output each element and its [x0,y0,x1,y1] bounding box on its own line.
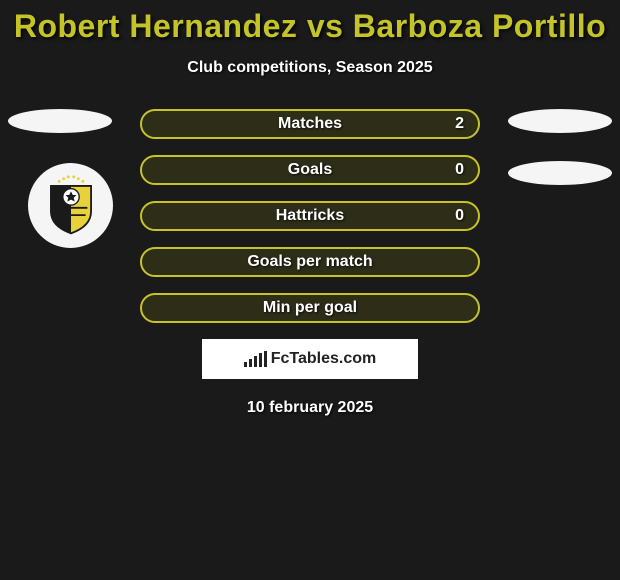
stat-row: Matches2 [140,109,480,139]
player-left-placeholder [8,109,112,133]
player-right-placeholder-1 [508,109,612,133]
shield-icon [43,175,99,237]
stat-label: Goals [142,161,478,179]
date-text: 10 february 2025 [0,399,620,417]
bars-icon [244,351,267,367]
watermark: FcTables.com [202,339,418,379]
stat-value-right: 0 [455,161,464,179]
comparison-title: Robert Hernandez vs Barboza Portillo [0,0,620,45]
club-badge [28,163,113,248]
stat-value-right: 0 [455,207,464,225]
stat-label: Hattricks [142,207,478,225]
stat-label: Min per goal [142,299,478,317]
player-right-placeholder-2 [508,161,612,185]
stat-label: Goals per match [142,253,478,271]
stat-row: Hattricks0 [140,201,480,231]
stat-row: Goals0 [140,155,480,185]
stat-value-right: 2 [455,115,464,133]
stat-label: Matches [142,115,478,133]
stat-row: Min per goal [140,293,480,323]
watermark-text: FcTables.com [271,350,377,368]
stats-area: Matches2Goals0Hattricks0Goals per matchM… [0,109,620,417]
comparison-subtitle: Club competitions, Season 2025 [0,59,620,77]
stat-row: Goals per match [140,247,480,277]
